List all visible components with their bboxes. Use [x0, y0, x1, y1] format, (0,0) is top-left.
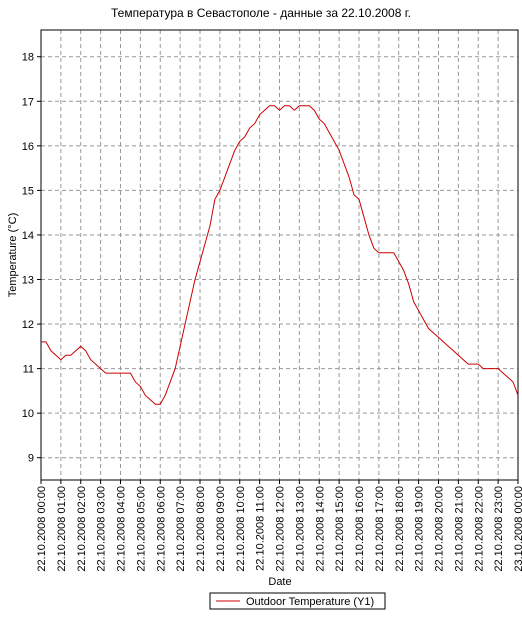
- y-tick-label: 15: [22, 185, 34, 197]
- x-tick-label: 22.10.2008 14:00: [314, 486, 326, 572]
- chart-title: Температура в Севастополе - данные за 22…: [111, 6, 411, 20]
- y-tick-label: 11: [23, 364, 34, 376]
- x-tick-label: 22.10.2008 10:00: [235, 486, 247, 572]
- x-tick-label: 22.10.2008 11:00: [255, 486, 267, 571]
- x-tick-label: 22.10.2008 02:00: [76, 486, 88, 572]
- y-tick-label: 9: [28, 453, 34, 465]
- x-tick-label: 22.10.2008 04:00: [116, 486, 128, 572]
- plot-border: [40, 29, 519, 481]
- x-tick-label: 22.10.2008 16:00: [354, 486, 366, 572]
- x-tick-label: 22.10.2008 15:00: [334, 486, 346, 572]
- y-tick-label: 18: [22, 52, 34, 64]
- x-tick-label: 22.10.2008 22:00: [473, 486, 485, 572]
- x-tick-label: 22.10.2008 01:00: [56, 486, 68, 572]
- x-tick-label: 22.10.2008 21:00: [453, 486, 465, 572]
- x-tick-label: 22.10.2008 09:00: [215, 486, 227, 572]
- x-tick-label: 22.10.2008 20:00: [434, 486, 446, 572]
- x-tick-label: 22.10.2008 07:00: [175, 486, 187, 572]
- y-tick-label: 14: [22, 230, 34, 242]
- y-tick-label: 13: [22, 275, 34, 287]
- y-axis-label: Temperature (°C): [7, 213, 19, 297]
- x-tick-label: 22.10.2008 12:00: [275, 486, 287, 572]
- x-tick-label: 22.10.2008 17:00: [374, 486, 386, 572]
- y-tick-label: 10: [22, 408, 34, 420]
- x-tick-label: 22.10.2008 03:00: [96, 486, 108, 572]
- y-tick-label: 12: [22, 319, 34, 331]
- legend-label: Outdoor Temperature (Y1): [246, 596, 374, 608]
- x-tick-label: 22.10.2008 23:00: [493, 486, 505, 572]
- y-tick-label: 17: [22, 96, 34, 108]
- x-tick-label: 23.10.2008 00:00: [513, 486, 522, 572]
- x-tick-label: 22.10.2008 06:00: [155, 486, 167, 572]
- data-line: [41, 105, 519, 405]
- x-axis-label: Date: [268, 576, 291, 588]
- x-tick-label: 22.10.2008 00:00: [36, 486, 48, 572]
- x-tick-label: 22.10.2008 19:00: [414, 486, 426, 572]
- x-tick-label: 22.10.2008 13:00: [294, 486, 306, 572]
- x-tick-label: 22.10.2008 18:00: [394, 486, 406, 572]
- x-tick-label: 22.10.2008 08:00: [195, 486, 207, 572]
- legend-box: [209, 592, 386, 610]
- y-tick-label: 16: [22, 141, 34, 153]
- x-tick-label: 22.10.2008 05:00: [135, 486, 147, 572]
